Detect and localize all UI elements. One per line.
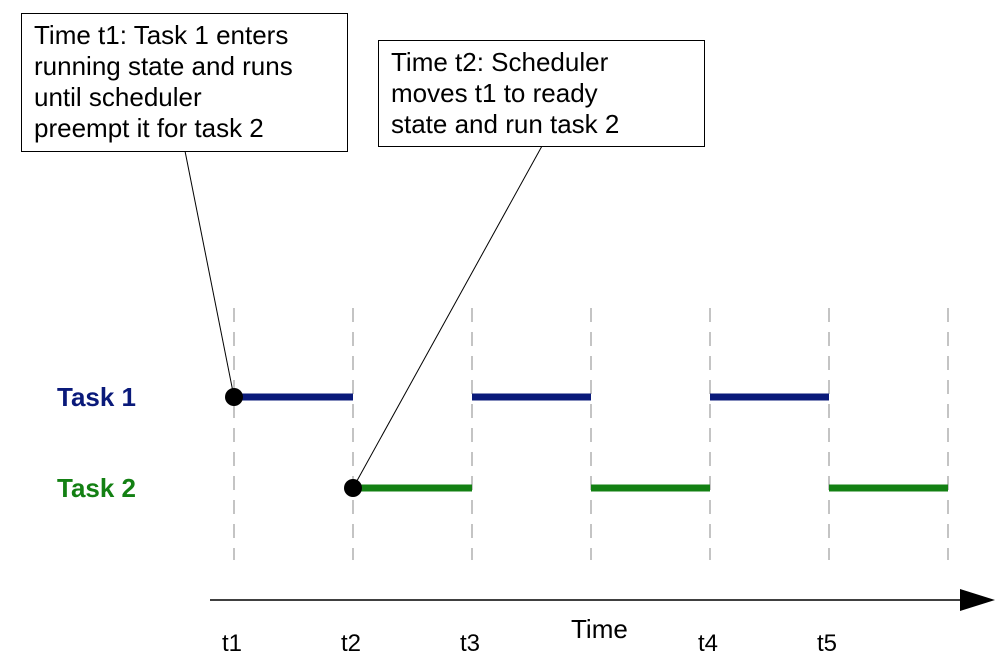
task-2-label: Task 2: [57, 473, 137, 503]
event-marker-t2: [344, 479, 362, 497]
task-1-label: Task 1: [57, 382, 137, 412]
event-marker-t1: [225, 388, 243, 406]
callout-leader-t2: [352, 145, 543, 489]
callout-t2: Time t2: Scheduler moves t1 to ready sta…: [378, 40, 705, 147]
tick-label-t1: t1: [222, 630, 243, 657]
callout-leader-t1: [184, 150, 235, 398]
slot-dividers: [233, 308, 949, 560]
callout-t1: Time t1: Task 1 enters running state and…: [21, 13, 348, 152]
tick-label-t2: t2: [341, 630, 362, 657]
tick-label-t4: t4: [698, 630, 719, 657]
tick-label-t5: t5: [817, 630, 838, 657]
tick-label-t3: t3: [460, 630, 481, 657]
time-axis-arrowhead: [960, 589, 995, 611]
time-axis-label: Time: [571, 614, 628, 644]
